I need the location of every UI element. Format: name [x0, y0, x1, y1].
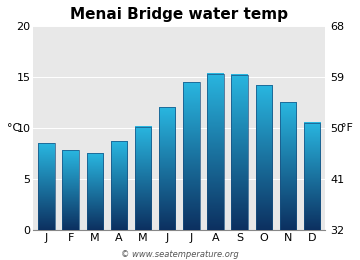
Title: Menai Bridge water temp: Menai Bridge water temp — [70, 7, 288, 22]
Bar — [111, 141, 127, 230]
Bar — [280, 102, 296, 230]
Bar — [304, 123, 320, 230]
Bar — [256, 85, 272, 230]
Bar — [159, 107, 175, 230]
Bar — [183, 82, 199, 230]
Bar — [87, 153, 103, 230]
Bar — [63, 150, 79, 230]
Y-axis label: °F: °F — [341, 123, 353, 133]
Bar — [231, 75, 248, 230]
Bar — [135, 127, 151, 230]
Y-axis label: °C: °C — [7, 123, 20, 133]
Bar — [207, 74, 224, 230]
Bar — [38, 143, 55, 230]
Text: © www.seatemperature.org: © www.seatemperature.org — [121, 250, 239, 259]
